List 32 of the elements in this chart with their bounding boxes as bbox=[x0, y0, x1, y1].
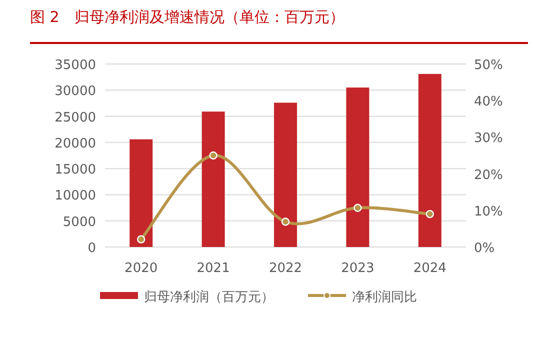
x-tick-label: 2023 bbox=[341, 261, 374, 276]
bar bbox=[418, 74, 442, 247]
y-tick-label: 5000 bbox=[62, 214, 96, 230]
bar bbox=[346, 88, 370, 247]
y2-tick-label: 0% bbox=[474, 241, 495, 256]
y2-tick-label: 20% bbox=[474, 168, 503, 183]
x-tick-label: 2024 bbox=[413, 261, 446, 276]
y-tick-label: 20000 bbox=[54, 136, 96, 152]
y2-tick-label: 50% bbox=[474, 58, 503, 73]
point bbox=[281, 218, 290, 226]
y-tick-label: 35000 bbox=[54, 58, 96, 73]
y-tick-label: 0 bbox=[88, 241, 96, 256]
legend-label: 归母净利润（百万元） bbox=[144, 290, 274, 305]
x-tick-label: 2020 bbox=[124, 261, 158, 276]
bar bbox=[130, 139, 153, 247]
x-tick-label: 2021 bbox=[196, 261, 230, 276]
y-tick-label: 10000 bbox=[54, 188, 96, 204]
y-tick-label: 15000 bbox=[54, 162, 96, 178]
y2-tick-label: 30% bbox=[474, 131, 503, 146]
legend-label: 净利润同比 bbox=[352, 290, 417, 305]
y-tick-label: 25000 bbox=[54, 110, 96, 126]
y2-tick-label: 40% bbox=[474, 94, 503, 110]
point bbox=[209, 151, 218, 160]
point bbox=[426, 210, 434, 218]
bar bbox=[274, 102, 297, 247]
bar bbox=[202, 112, 225, 247]
y-tick-label: 30000 bbox=[54, 84, 96, 100]
chart-title: 图 2 归母净利润及增速情况（单位：百万元） bbox=[30, 8, 344, 26]
x-tick-label: 2022 bbox=[268, 261, 302, 276]
y2-tick-label: 10% bbox=[474, 204, 503, 220]
point bbox=[137, 235, 146, 244]
point bbox=[354, 204, 362, 212]
